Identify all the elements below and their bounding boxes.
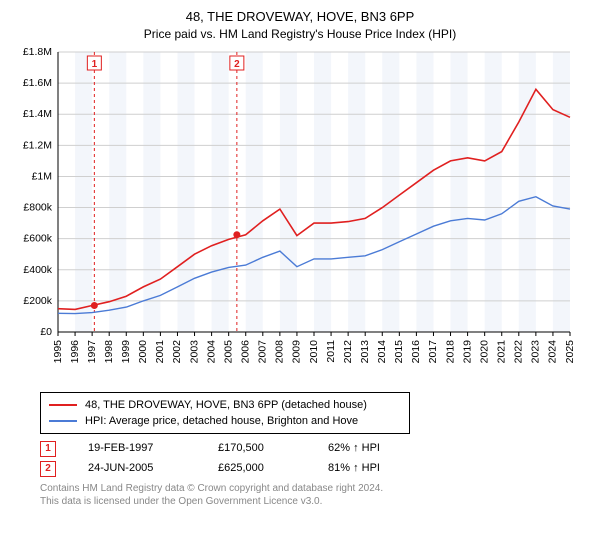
svg-text:£1.8M: £1.8M xyxy=(23,46,52,58)
svg-text:2008: 2008 xyxy=(274,340,286,364)
svg-text:2013: 2013 xyxy=(359,340,371,364)
legend-swatch-hpi xyxy=(49,420,77,422)
svg-text:£800k: £800k xyxy=(23,201,52,213)
legend-row-hpi: HPI: Average price, detached house, Brig… xyxy=(49,413,401,429)
sale-marker-icon: 2 xyxy=(40,461,56,477)
svg-text:2024: 2024 xyxy=(547,340,559,364)
legend: 48, THE DROVEWAY, HOVE, BN3 6PP (detache… xyxy=(40,392,410,434)
footer-attribution: Contains HM Land Registry data © Crown c… xyxy=(40,482,590,508)
svg-text:£1M: £1M xyxy=(32,170,52,182)
svg-text:1997: 1997 xyxy=(86,340,98,364)
price-chart: £0 £200k £400k £600k £800k £1M £1.2M £1.4M £1.6M… xyxy=(10,46,590,386)
svg-text:1998: 1998 xyxy=(103,340,115,364)
footer-line1: Contains HM Land Registry data © Crown c… xyxy=(40,482,590,495)
legend-swatch-property xyxy=(49,404,77,406)
svg-text:1995: 1995 xyxy=(52,340,64,364)
sale-record: 1 19-FEB-1997£170,50062% ↑ HPI xyxy=(40,438,590,458)
svg-text:2014: 2014 xyxy=(376,340,388,364)
svg-text:2010: 2010 xyxy=(308,340,320,364)
svg-text:2022: 2022 xyxy=(513,340,525,364)
legend-row-property: 48, THE DROVEWAY, HOVE, BN3 6PP (detache… xyxy=(49,397,401,413)
svg-text:1999: 1999 xyxy=(120,340,132,364)
svg-text:2015: 2015 xyxy=(393,340,405,364)
footer-line2: This data is licensed under the Open Gov… xyxy=(40,495,590,508)
svg-text:2000: 2000 xyxy=(137,340,149,364)
svg-text:2019: 2019 xyxy=(461,340,473,364)
svg-text:1: 1 xyxy=(92,59,98,70)
svg-text:2020: 2020 xyxy=(478,340,490,364)
svg-text:2012: 2012 xyxy=(342,340,354,364)
sale-date: 24-JUN-2005 xyxy=(88,462,218,474)
svg-text:2017: 2017 xyxy=(427,340,439,364)
legend-label-hpi: HPI: Average price, detached house, Brig… xyxy=(85,415,358,427)
svg-text:2009: 2009 xyxy=(291,340,303,364)
chart-titles: 48, THE DROVEWAY, HOVE, BN3 6PP Price pa… xyxy=(10,8,590,42)
sale-record: 2 24-JUN-2005£625,00081% ↑ HPI xyxy=(40,458,590,478)
svg-text:2006: 2006 xyxy=(240,340,252,364)
svg-text:£400k: £400k xyxy=(23,264,52,276)
svg-text:2001: 2001 xyxy=(154,340,166,364)
svg-text:£600k: £600k xyxy=(23,232,52,244)
svg-text:2025: 2025 xyxy=(564,340,576,364)
sale-price: £170,500 xyxy=(218,442,328,454)
svg-text:2021: 2021 xyxy=(496,340,508,364)
legend-label-property: 48, THE DROVEWAY, HOVE, BN3 6PP (detache… xyxy=(85,399,367,411)
svg-text:2002: 2002 xyxy=(171,340,183,364)
sale-date: 19-FEB-1997 xyxy=(88,442,218,454)
title-line2: Price paid vs. HM Land Registry's House … xyxy=(10,26,590,42)
svg-text:£1.2M: £1.2M xyxy=(23,139,52,151)
sale-marker-icon: 1 xyxy=(40,441,56,457)
svg-text:2023: 2023 xyxy=(530,340,542,364)
svg-text:£1.6M: £1.6M xyxy=(23,77,52,89)
sale-price: £625,000 xyxy=(218,462,328,474)
svg-text:2016: 2016 xyxy=(410,340,422,364)
svg-text:£1.4M: £1.4M xyxy=(23,108,52,120)
svg-text:2005: 2005 xyxy=(222,340,234,364)
svg-text:2004: 2004 xyxy=(205,340,217,364)
svg-text:1996: 1996 xyxy=(69,340,81,364)
svg-text:2018: 2018 xyxy=(444,340,456,364)
svg-text:2007: 2007 xyxy=(257,340,269,364)
sale-pct-vs-hpi: 62% ↑ HPI xyxy=(328,442,380,454)
svg-text:£200k: £200k xyxy=(23,295,52,307)
title-line1: 48, THE DROVEWAY, HOVE, BN3 6PP xyxy=(10,8,590,26)
svg-text:2011: 2011 xyxy=(325,340,337,363)
svg-text:2003: 2003 xyxy=(188,340,200,364)
svg-text:£0: £0 xyxy=(40,326,52,338)
sale-pct-vs-hpi: 81% ↑ HPI xyxy=(328,462,380,474)
svg-text:2: 2 xyxy=(234,59,240,70)
